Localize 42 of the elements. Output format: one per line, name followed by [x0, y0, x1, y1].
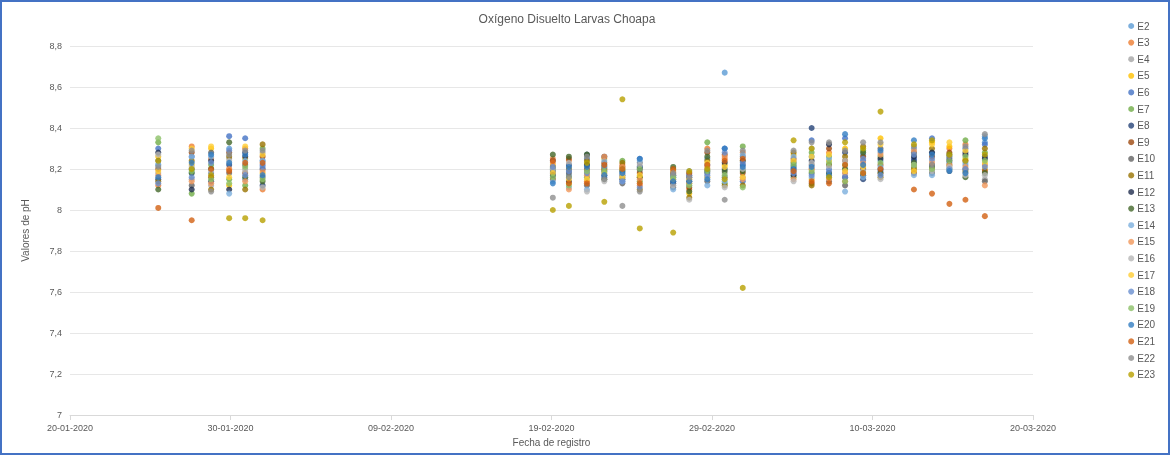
- legend-label: E10: [1137, 153, 1156, 165]
- legend-label: E13: [1137, 203, 1156, 215]
- legend-label: E3: [1137, 37, 1150, 49]
- x-tick-label: 20-01-2020: [46, 422, 94, 433]
- y-axis-title: Valores de pH: [19, 199, 31, 262]
- y-tick-label: 7,8: [49, 246, 62, 256]
- legend-label: E8: [1137, 120, 1150, 132]
- y-tick-label: 8,8: [49, 41, 62, 51]
- legend-label: E16: [1137, 252, 1156, 264]
- x-tick-label: 20-03-2020: [1009, 422, 1057, 433]
- y-tick-label: 8: [56, 205, 62, 215]
- legend-label: E15: [1137, 236, 1156, 248]
- y-tick-label: 8,6: [49, 82, 62, 92]
- x-tick-label: 10-03-2020: [849, 422, 896, 433]
- legend-label: E19: [1137, 302, 1156, 314]
- legend-label: E21: [1137, 335, 1156, 347]
- y-tick-label: 7,2: [49, 369, 62, 379]
- legend-label: E9: [1137, 136, 1150, 148]
- legend-label: E12: [1137, 186, 1156, 198]
- x-tick-label: 30-01-2020: [207, 422, 254, 433]
- y-tick-label: 8,2: [49, 164, 62, 174]
- chart-title: Oxígeno Disuelto Larvas Choapa: [478, 12, 656, 26]
- x-tick-label: 19-02-2020: [528, 422, 575, 433]
- legend-label: E23: [1137, 369, 1156, 381]
- x-tick-label: 29-02-2020: [688, 422, 736, 433]
- legend-label: E20: [1137, 319, 1156, 331]
- x-axis-title: Fecha de registro: [512, 436, 591, 448]
- legend-label: E2: [1137, 20, 1150, 32]
- legend-label: E22: [1137, 352, 1156, 364]
- legend-label: E18: [1137, 286, 1156, 298]
- legend-label: E17: [1137, 269, 1156, 281]
- legend-label: E14: [1137, 219, 1156, 231]
- y-tick-label: 8,4: [49, 123, 62, 133]
- y-tick-label: 7,4: [49, 328, 62, 338]
- legend-label: E4: [1137, 53, 1150, 65]
- legend-label: E7: [1137, 103, 1150, 115]
- y-tick-label: 7: [56, 410, 62, 420]
- legend-label: E11: [1137, 169, 1155, 181]
- legend-label: E5: [1137, 70, 1150, 82]
- x-tick-label: 09-02-2020: [367, 422, 415, 433]
- legend-label: E6: [1137, 86, 1150, 98]
- y-tick-label: 7,6: [49, 287, 62, 297]
